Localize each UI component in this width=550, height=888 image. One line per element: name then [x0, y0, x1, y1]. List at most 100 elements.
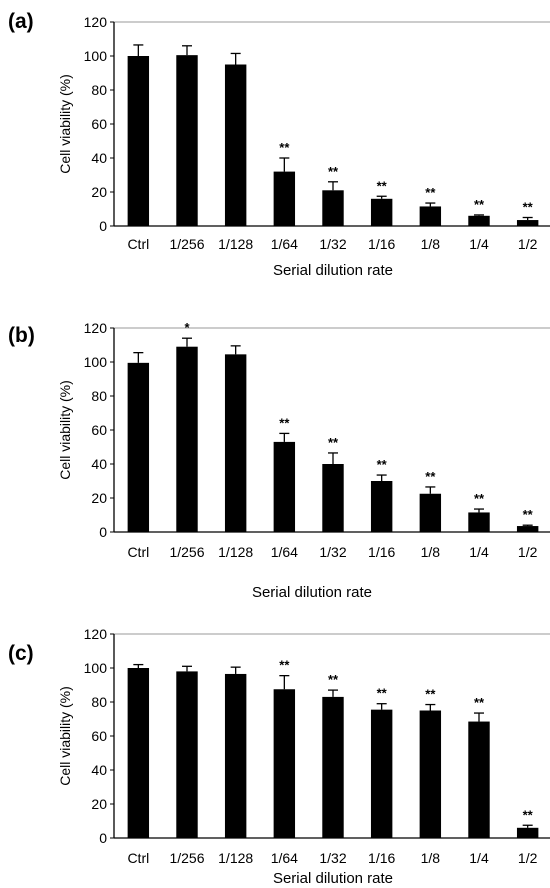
y-axis-title: Cell viability (%)	[57, 686, 73, 786]
y-tick-label: 120	[84, 626, 108, 642]
bar	[370, 198, 393, 226]
y-axis-title: Cell viability (%)	[57, 380, 73, 480]
bar	[468, 721, 490, 838]
y-tick-label: 120	[84, 320, 108, 336]
x-tick-label: 1/64	[271, 236, 298, 252]
panel-label: (a)	[8, 10, 34, 33]
y-tick-label: 60	[91, 116, 107, 132]
x-tick-label: 1/256	[169, 850, 204, 866]
bar	[419, 493, 442, 532]
significance-marker: *	[184, 320, 190, 335]
bar	[273, 171, 296, 226]
y-tick-label: 40	[91, 456, 107, 472]
bar	[127, 56, 150, 226]
significance-marker: **	[328, 164, 339, 179]
x-tick-label: 1/16	[368, 236, 395, 252]
y-tick-label: 100	[84, 660, 108, 676]
x-tick-label: 1/2	[518, 850, 538, 866]
x-tick-label: 1/4	[469, 544, 489, 560]
y-tick-label: 60	[91, 728, 107, 744]
significance-marker: **	[425, 469, 436, 484]
x-axis-title: Serial dilution rate	[273, 262, 393, 279]
bar	[176, 671, 198, 838]
x-tick-label: 1/16	[368, 544, 395, 560]
y-tick-label: 20	[91, 184, 107, 200]
x-tick-label: 1/4	[469, 236, 489, 252]
y-tick-label: 20	[91, 796, 107, 812]
y-tick-label: 0	[99, 524, 107, 540]
x-tick-label: 1/2	[518, 236, 538, 252]
x-tick-label: 1/8	[421, 236, 441, 252]
bar	[370, 481, 393, 532]
y-tick-label: 0	[99, 218, 107, 234]
bar	[419, 206, 442, 226]
bar	[273, 689, 296, 838]
x-tick-label: 1/8	[421, 544, 441, 560]
x-axis-title: Serial dilution rate	[273, 870, 393, 887]
y-axis-title: Cell viability (%)	[57, 74, 73, 174]
x-tick-label: 1/16	[368, 850, 395, 866]
x-tick-label: 1/32	[319, 544, 346, 560]
x-tick-label: 1/128	[218, 850, 253, 866]
bar	[127, 362, 150, 532]
y-tick-label: 100	[84, 48, 108, 64]
significance-marker: **	[523, 200, 534, 215]
bar	[176, 346, 198, 532]
significance-marker: **	[328, 672, 339, 687]
bar	[419, 710, 442, 838]
x-tick-label: 1/32	[319, 850, 346, 866]
x-tick-label: 1/64	[271, 544, 298, 560]
bar	[224, 64, 247, 226]
significance-marker: **	[425, 185, 436, 200]
y-tick-label: 20	[91, 490, 107, 506]
significance-marker: **	[474, 695, 485, 710]
x-tick-label: 1/32	[319, 236, 346, 252]
x-tick-label: 1/128	[218, 544, 253, 560]
x-tick-label: Ctrl	[127, 850, 149, 866]
significance-marker: **	[377, 457, 388, 472]
significance-marker: **	[523, 807, 534, 822]
y-tick-label: 40	[91, 150, 107, 166]
y-tick-label: 0	[99, 830, 107, 846]
bar	[322, 696, 344, 838]
x-tick-label: 1/256	[169, 236, 204, 252]
y-tick-label: 100	[84, 354, 108, 370]
bar	[224, 673, 247, 838]
x-tick-label: 1/128	[218, 236, 253, 252]
y-tick-label: 80	[91, 82, 107, 98]
panel-label: (c)	[8, 642, 34, 665]
y-tick-label: 80	[91, 694, 107, 710]
bar	[516, 526, 539, 532]
significance-marker: **	[328, 435, 339, 450]
x-tick-label: 1/8	[421, 850, 441, 866]
significance-marker: **	[474, 491, 485, 506]
x-tick-label: 1/4	[469, 850, 489, 866]
bar	[322, 464, 344, 532]
bar	[322, 190, 344, 226]
x-tick-label: Ctrl	[127, 544, 149, 560]
bar	[370, 709, 393, 838]
x-tick-label: 1/2	[518, 544, 538, 560]
panel-label: (b)	[8, 324, 35, 347]
y-tick-label: 60	[91, 422, 107, 438]
bar	[273, 441, 296, 532]
significance-marker: **	[279, 140, 290, 155]
significance-marker: **	[425, 687, 436, 702]
significance-marker: **	[377, 686, 388, 701]
y-tick-label: 40	[91, 762, 107, 778]
significance-marker: **	[474, 197, 485, 212]
bar	[468, 512, 490, 532]
y-tick-label: 80	[91, 388, 107, 404]
significance-marker: **	[279, 415, 290, 430]
y-tick-label: 120	[84, 14, 108, 30]
significance-marker: **	[279, 658, 290, 673]
bar	[127, 668, 150, 838]
x-tick-label: 1/256	[169, 544, 204, 560]
bar	[516, 827, 539, 838]
bar	[176, 55, 198, 227]
x-tick-label: Ctrl	[127, 236, 149, 252]
significance-marker: **	[377, 178, 388, 193]
x-axis-title: Serial dilution rate	[252, 584, 372, 601]
bar	[468, 215, 490, 226]
